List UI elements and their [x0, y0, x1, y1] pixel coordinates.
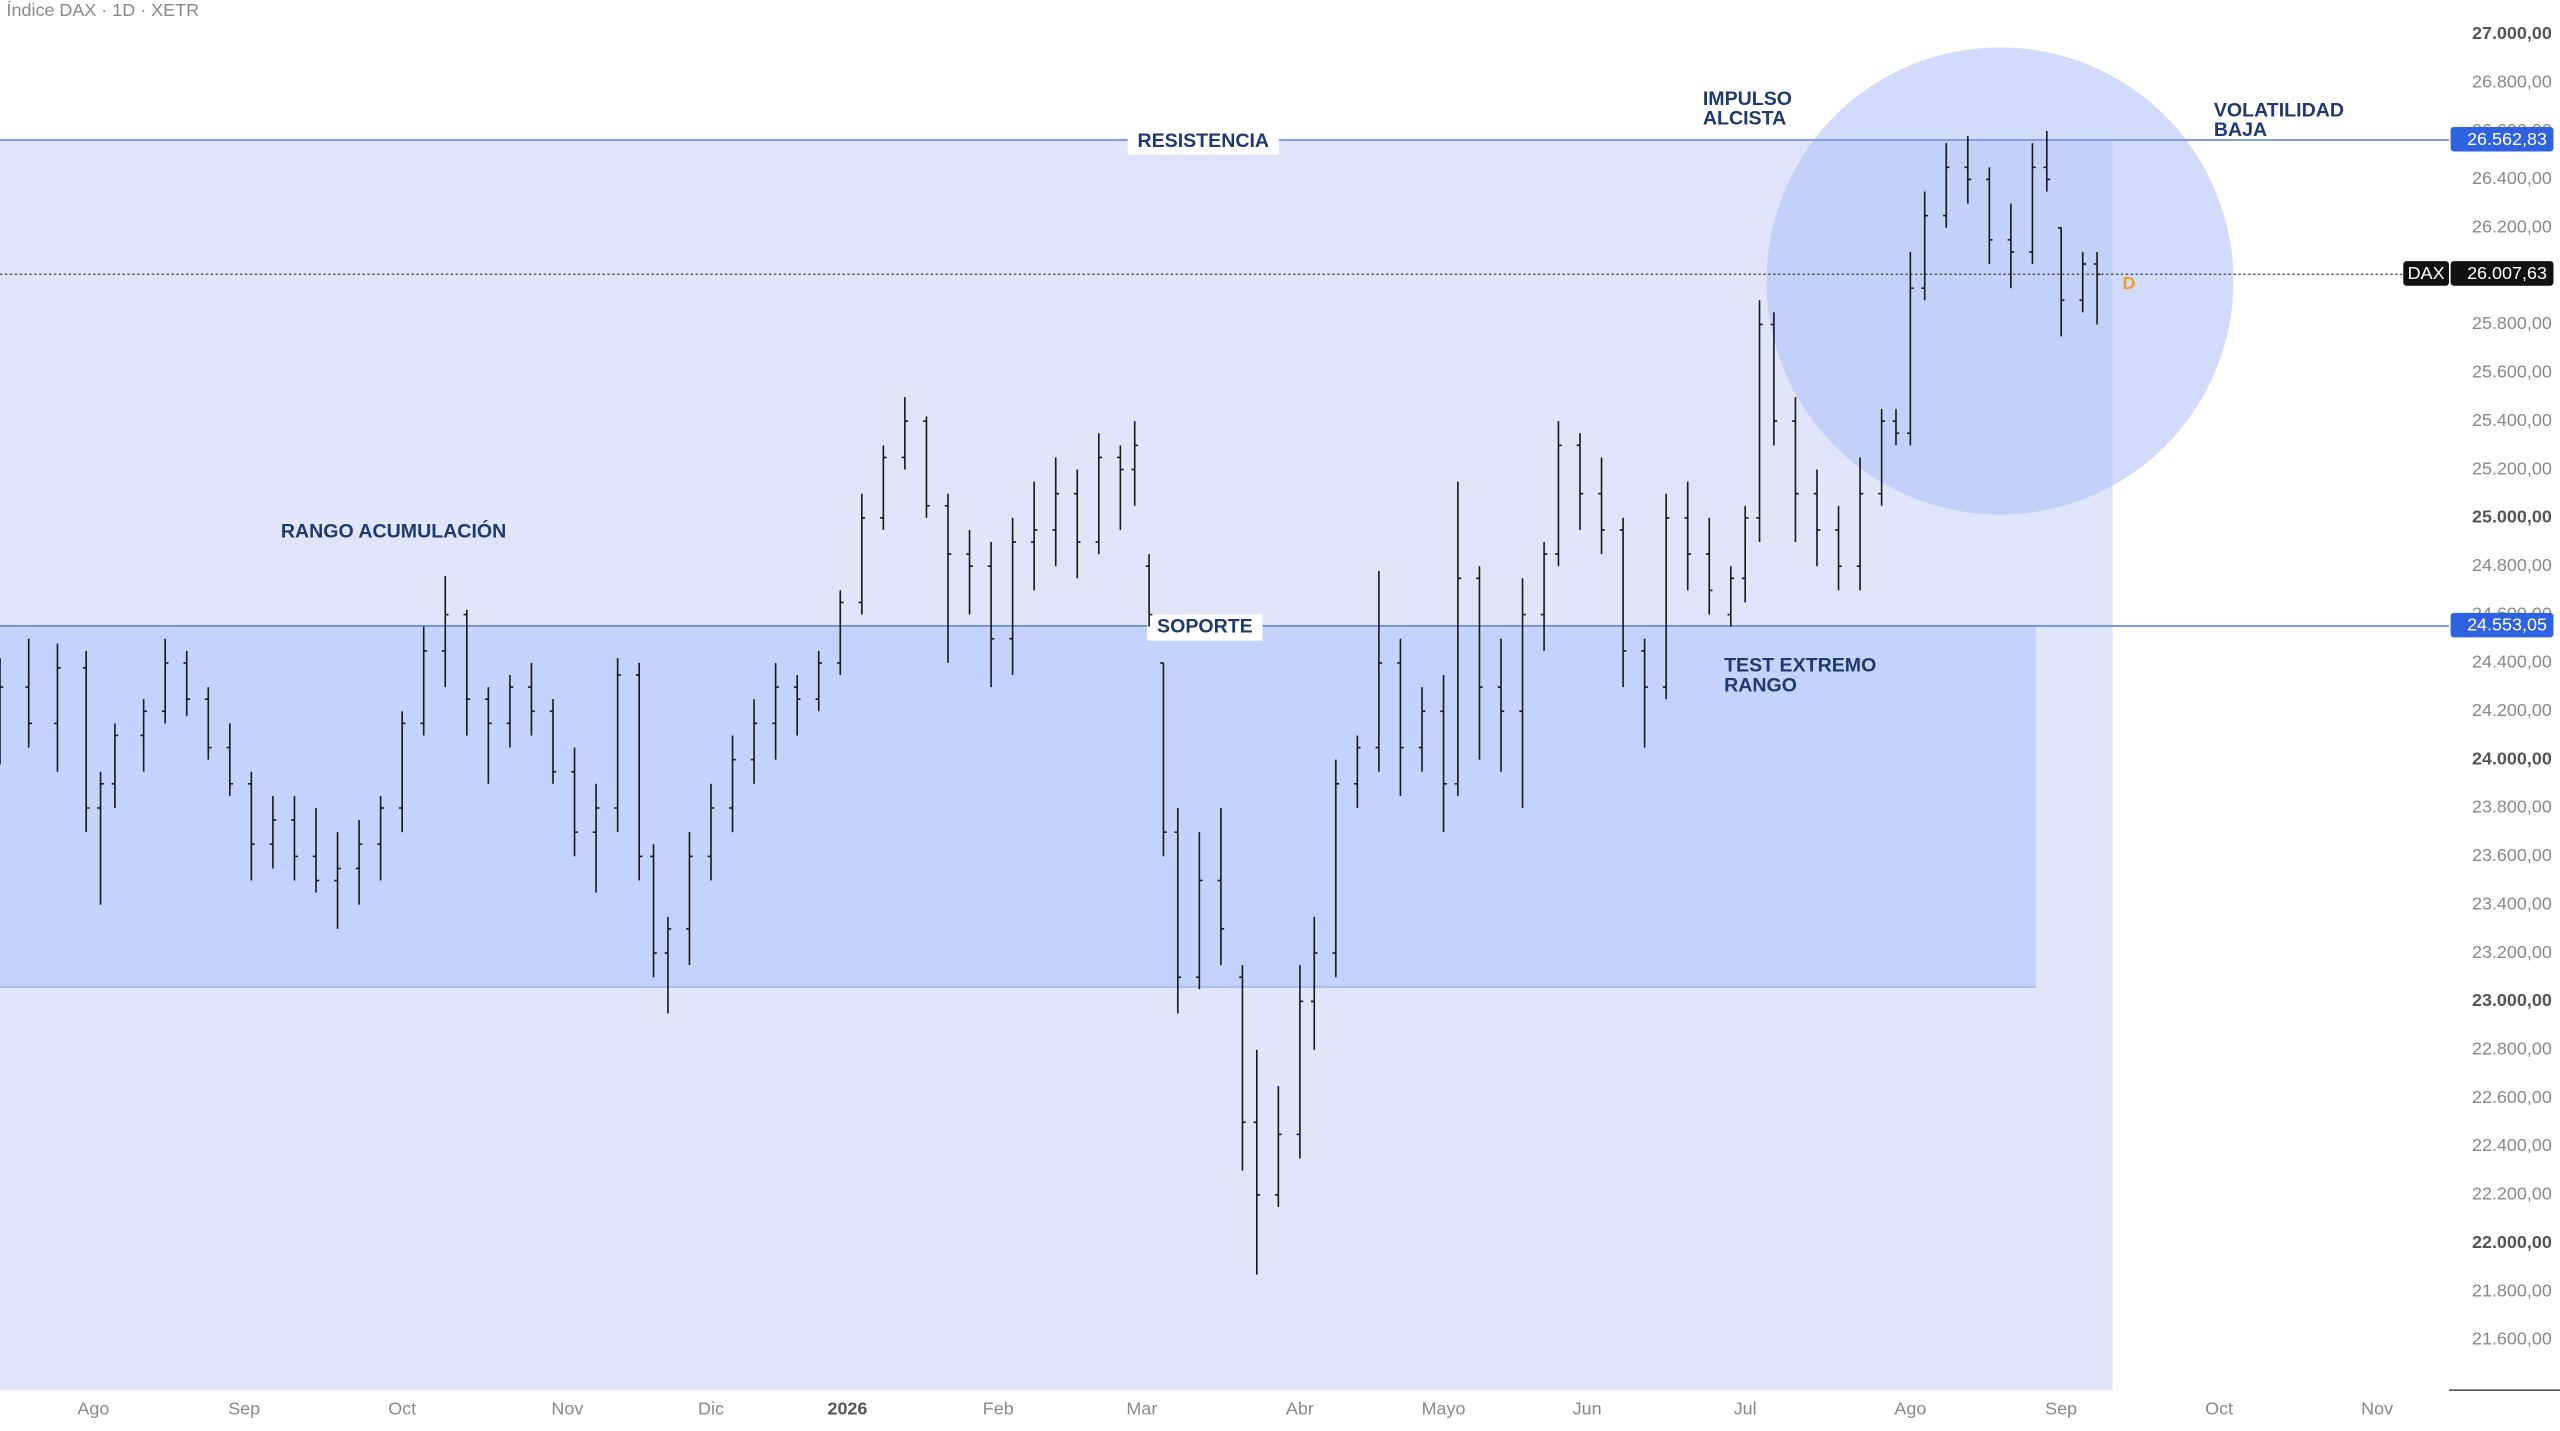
last-price-bg — [2450, 261, 2554, 286]
resistance-label: RESISTENCIA — [1137, 130, 1269, 152]
x-tick-label: Oct — [2205, 1399, 2233, 1419]
x-tick-label: Oct — [388, 1399, 416, 1419]
y-tick-label: 22.600,00 — [2472, 1087, 2552, 1107]
x-tick-label: Sep — [2045, 1399, 2077, 1419]
support-label-bg — [1147, 614, 1263, 641]
x-tick-label: Sep — [228, 1399, 260, 1419]
x-tick-label: Ago — [77, 1399, 109, 1419]
y-tick-label: 24.400,00 — [2472, 652, 2552, 672]
symbol-tag: DAX — [2408, 263, 2445, 283]
resistance-label-bg — [1127, 128, 1279, 155]
y-tick-label: 22.200,00 — [2472, 1184, 2552, 1204]
annotation: ALCISTA — [1703, 107, 1786, 129]
y-tick-label: 25.800,00 — [2472, 313, 2552, 333]
support-price-bg — [2450, 612, 2554, 638]
annotation: VOLATILIDAD — [2214, 99, 2344, 121]
x-tick-label: Nov — [551, 1399, 583, 1419]
y-tick-label: 27.000,00 — [2472, 23, 2552, 43]
y-tick-label: 23.400,00 — [2472, 893, 2552, 913]
x-tick-label: Jul — [1734, 1399, 1757, 1419]
support-price: 24.553,05 — [2467, 615, 2547, 635]
x-tick-label: Abr — [1286, 1399, 1314, 1419]
y-tick-label: 25.400,00 — [2472, 410, 2552, 430]
x-tick-label: Jun — [1573, 1399, 1602, 1419]
x-tick-label: Feb — [983, 1399, 1014, 1419]
y-tick-label: 24.200,00 — [2472, 700, 2552, 720]
y-tick-label: 23.600,00 — [2472, 845, 2552, 865]
flag: D — [2122, 273, 2135, 293]
y-tick-label: 23.200,00 — [2472, 942, 2552, 962]
y-tick-label: 23.000,00 — [2472, 990, 2552, 1010]
annotation: RANGO ACUMULACIÓN — [281, 519, 506, 543]
chart-title: Índice DAX · 1D · XETR — [7, 0, 200, 20]
accumulation-zone — [0, 625, 2036, 987]
annotation: IMPULSO — [1703, 88, 1792, 110]
resistance-price: 26.562,83 — [2467, 129, 2547, 149]
last-price: 26.007,63 — [2467, 263, 2547, 283]
y-tick-label: 26.800,00 — [2472, 71, 2552, 91]
y-tick-label: 21.600,00 — [2472, 1329, 2552, 1349]
annotation: RANGO — [1724, 674, 1797, 696]
volatility-circle — [1766, 47, 2234, 515]
x-tick-label: Nov — [2361, 1399, 2393, 1419]
x-tick-label: Mar — [1126, 1399, 1157, 1419]
annotation: TEST EXTREMO — [1724, 655, 1876, 677]
y-tick-label: 23.800,00 — [2472, 797, 2552, 817]
y-tick-label: 25.000,00 — [2472, 507, 2552, 527]
x-tick-label: Dic — [698, 1399, 724, 1419]
y-tick-label: 24.800,00 — [2472, 555, 2552, 575]
x-tick-label: Ago — [1894, 1399, 1926, 1419]
y-tick-label: 22.000,00 — [2472, 1232, 2552, 1252]
y-tick-label: 22.800,00 — [2472, 1038, 2552, 1058]
x-tick-label: 2026 — [827, 1399, 867, 1419]
y-tick-label: 25.200,00 — [2472, 458, 2552, 478]
y-tick-label: 21.800,00 — [2472, 1280, 2552, 1300]
x-tick-label: Mayo — [1422, 1399, 1466, 1419]
support-label: SOPORTE — [1157, 616, 1253, 638]
resistance-price-bg — [2450, 126, 2554, 152]
y-tick-label: 22.400,00 — [2472, 1135, 2552, 1155]
y-tick-label: 24.000,00 — [2472, 748, 2552, 768]
y-tick-label: 26.200,00 — [2472, 216, 2552, 236]
y-tick-label: 25.600,00 — [2472, 362, 2552, 382]
annotation: BAJA — [2214, 119, 2267, 141]
y-tick-label: 26.400,00 — [2472, 168, 2552, 188]
symbol-tag-bg — [2403, 261, 2449, 286]
